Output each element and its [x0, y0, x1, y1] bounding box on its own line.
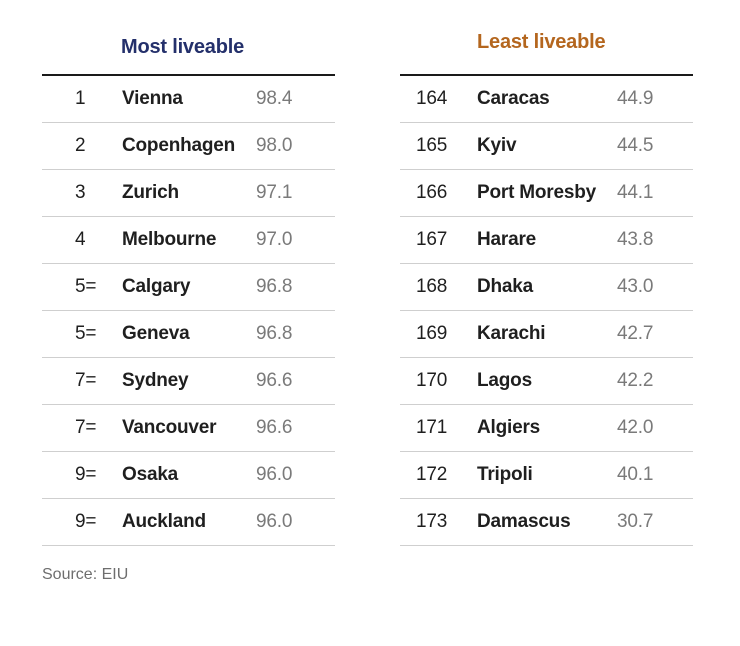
table-row: 166 Port Moresby 44.1 — [400, 170, 693, 217]
table-row: 5= Geneva 96.8 — [42, 311, 335, 358]
city-cell: Caracas — [477, 88, 550, 109]
score-cell: 97.0 — [256, 229, 293, 250]
city-cell: Karachi — [477, 323, 546, 344]
score-cell: 42.7 — [617, 323, 654, 344]
score-cell: 30.7 — [617, 511, 654, 532]
city-cell: Copenhagen — [122, 135, 236, 156]
table-row: 7= Sydney 96.6 — [42, 358, 335, 405]
table-row: 173 Damascus 30.7 — [400, 499, 693, 546]
rank-cell: 9= — [75, 511, 97, 532]
score-cell: 43.0 — [617, 276, 654, 297]
source-note: Source: EIU — [42, 566, 129, 583]
score-cell: 43.8 — [617, 229, 654, 250]
city-cell: Zurich — [122, 182, 179, 203]
table-row: 165 Kyiv 44.5 — [400, 123, 693, 170]
score-cell: 98.4 — [256, 88, 293, 109]
table-row: 168 Dhaka 43.0 — [400, 264, 693, 311]
rank-cell: 173 — [416, 511, 448, 532]
table-row: 167 Harare 43.8 — [400, 217, 693, 264]
most-liveable-rows: 1 Vienna 98.4 2 Copenhagen 98.0 3 Zurich 97.1 4 Me… — [42, 74, 335, 546]
table-row: 5= Calgary 96.8 — [42, 264, 335, 311]
table-row: 170 Lagos 42.2 — [400, 358, 693, 405]
rank-cell: 7= — [75, 417, 97, 438]
city-cell: Lagos — [477, 370, 532, 391]
city-cell: Vienna — [122, 88, 183, 109]
score-cell: 96.0 — [256, 464, 293, 485]
score-cell: 96.6 — [256, 417, 293, 438]
rank-cell: 3 — [75, 182, 86, 203]
table-row: 3 Zurich 97.1 — [42, 170, 335, 217]
score-cell: 44.9 — [617, 88, 654, 109]
score-cell: 42.2 — [617, 370, 654, 391]
table-row: 171 Algiers 42.0 — [400, 405, 693, 452]
rank-cell: 2 — [75, 135, 86, 156]
rank-cell: 1 — [75, 88, 86, 109]
rank-cell: 9= — [75, 464, 97, 485]
table-row: 169 Karachi 42.7 — [400, 311, 693, 358]
score-cell: 96.8 — [256, 276, 293, 297]
table-row: 1 Vienna 98.4 — [42, 76, 335, 123]
rank-cell: 171 — [416, 417, 448, 438]
score-cell: 44.1 — [617, 182, 654, 203]
table-row: 7= Vancouver 96.6 — [42, 405, 335, 452]
city-cell: Auckland — [122, 511, 206, 532]
rank-cell: 168 — [416, 276, 448, 297]
score-cell: 40.1 — [617, 464, 654, 485]
score-cell: 44.5 — [617, 135, 654, 156]
city-cell: Vancouver — [122, 417, 217, 438]
city-cell: Kyiv — [477, 135, 517, 156]
score-cell: 96.8 — [256, 323, 293, 344]
city-cell: Algiers — [477, 417, 541, 438]
city-cell: Port Moresby — [477, 182, 597, 203]
most-liveable-heading: Most liveable — [121, 36, 244, 58]
table-row: 4 Melbourne 97.0 — [42, 217, 335, 264]
rank-cell: 165 — [416, 135, 448, 156]
table-row: 9= Auckland 96.0 — [42, 499, 335, 546]
score-cell: 98.0 — [256, 135, 293, 156]
least-liveable-heading: Least liveable — [477, 31, 606, 53]
score-cell: 96.6 — [256, 370, 293, 391]
city-cell: Tripoli — [477, 464, 533, 485]
rank-cell: 166 — [416, 182, 448, 203]
rank-cell: 164 — [416, 88, 448, 109]
table-row: 9= Osaka 96.0 — [42, 452, 335, 499]
score-cell: 97.1 — [256, 182, 293, 203]
rank-cell: 5= — [75, 276, 97, 297]
rank-cell: 167 — [416, 229, 448, 250]
city-cell: Damascus — [477, 511, 571, 532]
score-cell: 42.0 — [617, 417, 654, 438]
city-cell: Osaka — [122, 464, 179, 485]
city-cell: Geneva — [122, 323, 190, 344]
rank-cell: 170 — [416, 370, 448, 391]
rank-cell: 172 — [416, 464, 448, 485]
rank-cell: 169 — [416, 323, 448, 344]
score-cell: 96.0 — [256, 511, 293, 532]
city-cell: Melbourne — [122, 229, 217, 250]
city-cell: Calgary — [122, 276, 191, 297]
table-row: 2 Copenhagen 98.0 — [42, 123, 335, 170]
table-row: 164 Caracas 44.9 — [400, 76, 693, 123]
least-liveable-table: Least liveable 164 Caracas 44.9 165 Kyiv 44.5… — [400, 28, 693, 546]
city-cell: Sydney — [122, 370, 189, 391]
rank-cell: 7= — [75, 370, 97, 391]
rank-cell: 5= — [75, 323, 97, 344]
city-cell: Harare — [477, 229, 537, 250]
rank-cell: 4 — [75, 229, 86, 250]
city-cell: Dhaka — [477, 276, 534, 297]
least-liveable-rows: 164 Caracas 44.9 165 Kyiv 44.5 166 Port Moresby… — [400, 74, 693, 546]
most-liveable-table: Most liveable 1 Vienna 98.4 2 Copenhagen 98.0… — [42, 28, 335, 546]
table-row: 172 Tripoli 40.1 — [400, 452, 693, 499]
